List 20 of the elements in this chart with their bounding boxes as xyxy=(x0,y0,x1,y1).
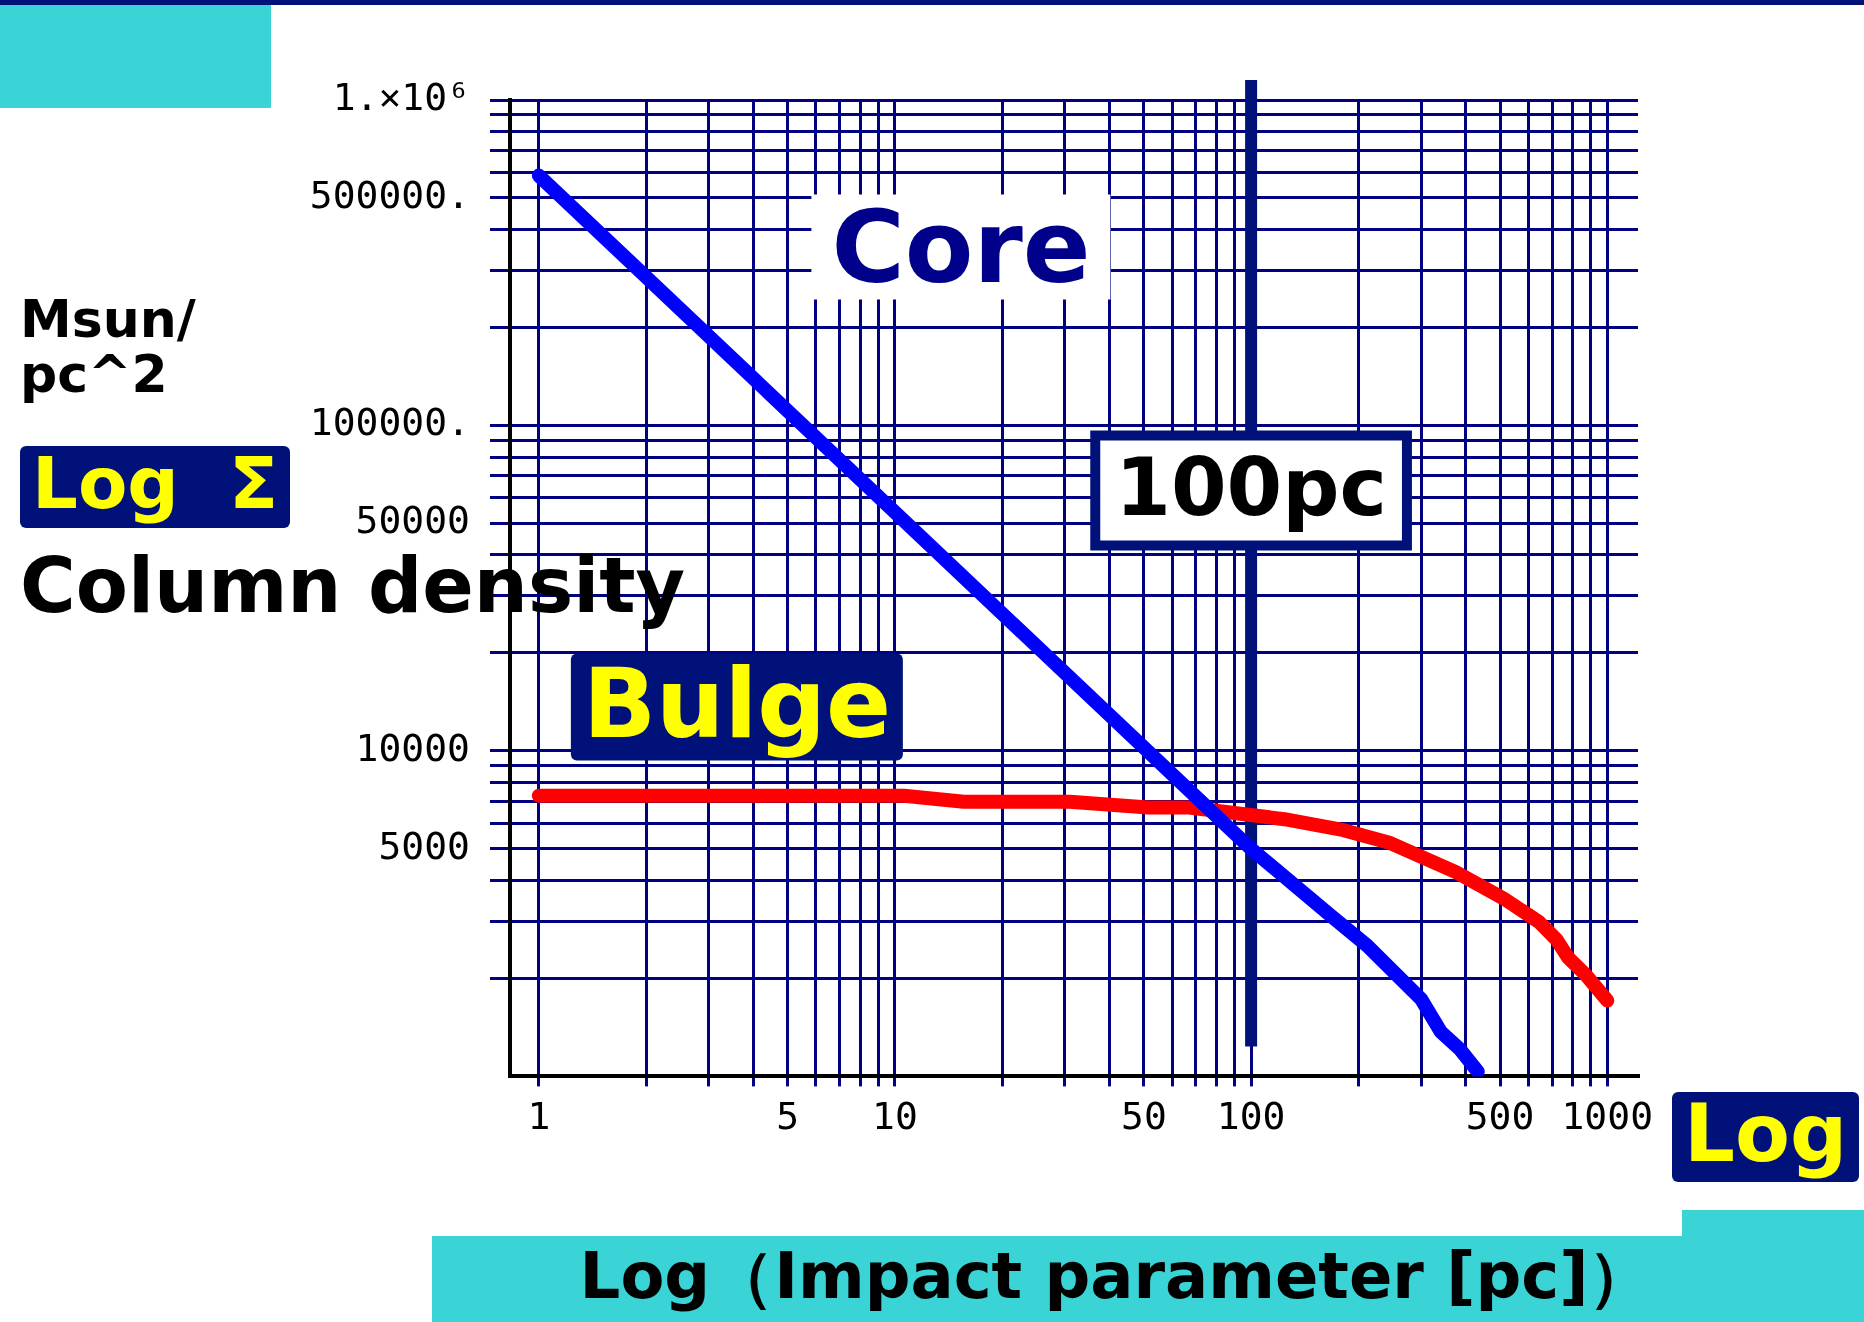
x-tick-label: 5 xyxy=(776,1094,800,1139)
y-tick-label: 5000 xyxy=(378,823,470,868)
ref-line-label: 100pc xyxy=(1115,441,1387,535)
x-tick-label: 1000 xyxy=(1561,1094,1653,1139)
y-tick-label: 500000. xyxy=(309,172,470,217)
x-tick-label: 1 xyxy=(527,1094,551,1139)
annotation: Bulge xyxy=(581,647,893,761)
annotation: Core xyxy=(830,188,1092,306)
x-tick-label: 500 xyxy=(1465,1094,1535,1139)
x-tick-label: 50 xyxy=(1121,1094,1167,1139)
text: Msun/ pc^2 xyxy=(20,289,196,404)
y-tick-label: 1.×10⁶ xyxy=(332,74,470,119)
x-axis-title: Log（Impact parameter [pc]） xyxy=(579,1238,1653,1313)
y-tick-label: 50000 xyxy=(355,498,470,543)
text: Log xyxy=(1683,1087,1849,1182)
y-tick-label: 100000. xyxy=(309,400,470,445)
y-tick-label: 10000 xyxy=(355,725,470,770)
text: Log Σ xyxy=(31,441,280,527)
x-tick-label: 100 xyxy=(1216,1094,1286,1139)
x-tick-label: 10 xyxy=(872,1094,918,1139)
